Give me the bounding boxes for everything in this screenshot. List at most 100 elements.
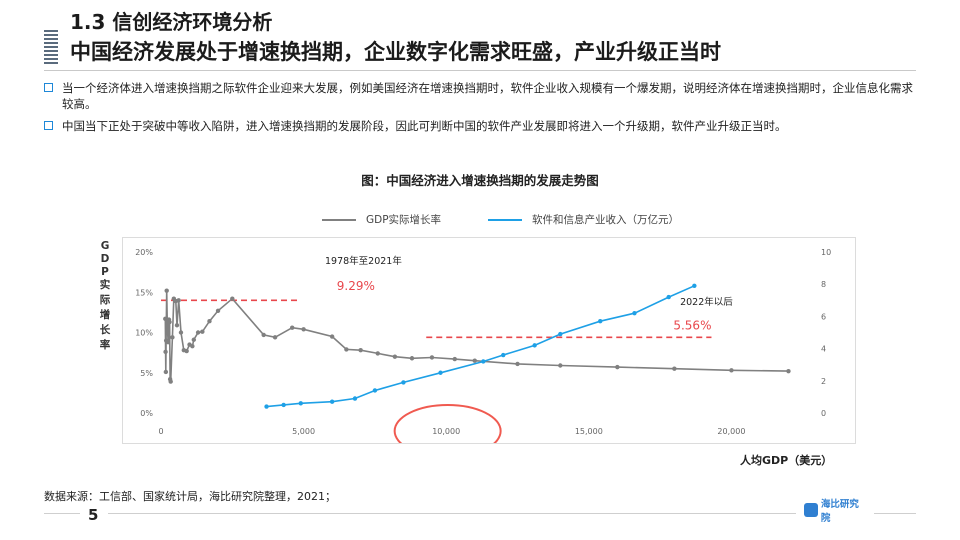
data-point	[515, 361, 520, 367]
data-point	[298, 401, 303, 406]
data-point	[207, 319, 212, 324]
data-point	[168, 379, 173, 384]
data-point	[191, 337, 196, 342]
data-point	[190, 343, 195, 349]
data-point	[164, 288, 169, 293]
y-axis-label-char: 实	[99, 279, 111, 291]
data-point	[170, 335, 175, 340]
x-tick-label: 5,000	[292, 427, 315, 436]
data-point	[178, 330, 184, 335]
page-subtitle: 中国经济发展处于增速换挡期，企业数字化需求旺盛，产业升级正当时	[70, 40, 721, 64]
data-point	[786, 368, 791, 374]
data-point	[692, 283, 697, 289]
chart-plot-area: 0% 5% 10% 15% 20% 0 2 4 6 8 10 0 5,000 10,000 15,000 20…	[122, 237, 856, 458]
series-line-1	[266, 285, 695, 408]
data-point	[163, 369, 169, 375]
legend-label-software: 软件和信息产业收入（万亿元）	[532, 214, 679, 226]
data-point	[472, 358, 477, 363]
data-point	[290, 325, 295, 330]
y-axis-label-char: 长	[99, 324, 111, 336]
data-point	[729, 368, 734, 373]
data-point	[438, 370, 443, 375]
data-point	[392, 354, 398, 359]
y-left-tick-label: 20%	[135, 248, 153, 257]
data-point	[401, 380, 406, 385]
y-right-tick-label: 6	[821, 312, 826, 321]
data-point	[176, 298, 181, 303]
y-left-tick-label: 0%	[140, 409, 153, 418]
logo-mark-icon	[804, 503, 818, 517]
data-point	[358, 348, 363, 353]
legend-swatch-gdp	[322, 218, 356, 221]
data-point	[163, 349, 168, 355]
data-point	[200, 329, 205, 334]
data-point	[532, 343, 537, 348]
x-tick-label: 0	[158, 427, 163, 436]
footer-line	[108, 513, 796, 514]
data-point	[301, 327, 306, 332]
data-point	[558, 363, 563, 368]
data-point	[215, 308, 221, 313]
data-source: 数据来源：工信部、国家统计局，海比研究院整理，2021；	[44, 490, 336, 503]
data-point	[615, 364, 620, 370]
data-point	[352, 396, 358, 401]
reference-label: 5.56%	[673, 318, 711, 332]
y-left-tick-label: 15%	[135, 288, 153, 297]
data-point	[184, 348, 189, 354]
data-point	[167, 319, 172, 325]
data-point	[501, 352, 506, 358]
data-point	[429, 355, 435, 360]
data-point	[329, 399, 335, 404]
chart-title: 图：中国经济进入增速换挡期的发展走势图	[361, 173, 599, 188]
legend-item-software: 软件和信息产业收入（万亿元）	[488, 212, 679, 227]
bullet-square-icon	[44, 83, 53, 92]
page-title: 1.3 信创经济环境分析	[70, 10, 273, 34]
header-decoration	[44, 30, 58, 64]
bullet-text: 当一个经济体进入增速换挡期之际软件企业迎来大发展，例如美国经济在增速换挡期时，软…	[62, 81, 913, 111]
data-point	[174, 323, 180, 328]
highlight-ellipse	[393, 404, 502, 458]
y-right-tick-label: 0	[821, 409, 826, 418]
x-tick-label: 15,000	[575, 427, 603, 436]
data-point	[195, 330, 201, 335]
y-right-tick-label: 4	[821, 345, 826, 354]
y-left-tick-label: 5%	[140, 369, 153, 378]
data-point	[409, 356, 415, 361]
x-tick-label: 20,000	[717, 427, 745, 436]
legend-item-gdp: GDP实际增长率	[322, 212, 441, 227]
page-number: 5	[88, 506, 99, 524]
data-point	[329, 334, 335, 339]
y-axis-label-char: 率	[99, 339, 111, 351]
data-point	[672, 366, 677, 371]
y-left-tick-label: 10%	[135, 329, 153, 338]
data-point	[372, 388, 378, 393]
data-point	[481, 359, 486, 364]
bullet-text: 中国当下正处于突破中等收入陷阱，进入增速换挡期的发展阶段，因此可判断中国的软件产…	[62, 119, 787, 133]
bullet-square-icon	[44, 121, 53, 130]
y-axis-label-char: P	[101, 266, 109, 278]
header-divider	[44, 70, 916, 71]
y-axis-label-char: 增	[99, 309, 111, 321]
data-point	[272, 335, 278, 340]
data-point	[375, 351, 380, 356]
y-right-tick-label: 8	[821, 280, 826, 289]
x-axis-label: 人均GDP（美元）	[740, 454, 833, 467]
data-point	[165, 339, 171, 345]
y-right-tick-label: 10	[821, 248, 831, 257]
data-point	[264, 404, 269, 409]
y-right-tick-label: 2	[821, 377, 826, 386]
data-point	[281, 402, 286, 408]
data-point	[261, 332, 266, 338]
legend-swatch-software	[488, 218, 522, 221]
data-point	[558, 331, 563, 337]
y-axis-label-char: D	[100, 253, 110, 265]
footer-line-right	[874, 513, 916, 514]
logo-text: 海比研究院	[820, 499, 859, 524]
legend-label-gdp: GDP实际增长率	[366, 214, 442, 226]
data-point	[666, 294, 671, 300]
y-axis-label-char: 际	[99, 294, 111, 306]
data-point	[344, 347, 349, 352]
data-point	[230, 296, 235, 301]
annotation-text: 1978年至2021年	[325, 255, 402, 267]
